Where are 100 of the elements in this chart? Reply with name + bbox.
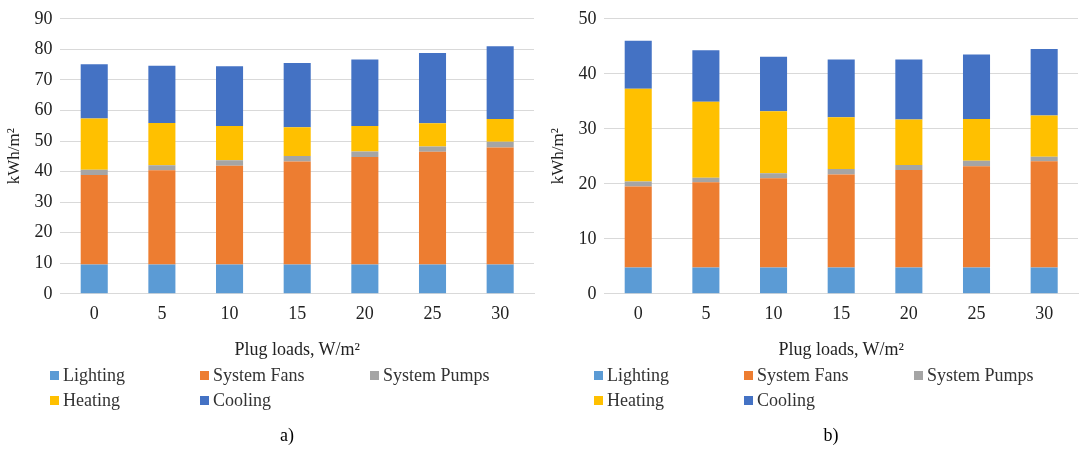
x-tick-label: 25 <box>423 303 442 324</box>
bar <box>1030 49 1058 116</box>
bar <box>80 169 108 175</box>
bar <box>486 119 514 142</box>
bar <box>80 264 108 294</box>
bar <box>827 174 855 268</box>
bar <box>1030 156 1058 162</box>
y-axis-title: kWh/m² <box>3 128 23 185</box>
bar <box>148 264 176 294</box>
bar <box>962 267 991 294</box>
y-tick-label: 90 <box>34 7 53 28</box>
bar <box>283 127 311 156</box>
bar <box>827 267 855 294</box>
bar <box>216 165 244 265</box>
bar <box>624 88 652 182</box>
x-axis-title: Plug loads, W/m² <box>778 338 904 359</box>
bar <box>1030 115 1058 157</box>
x-tick-label: 10 <box>220 303 239 324</box>
bar <box>80 64 108 119</box>
legend-label: Heating <box>607 390 664 411</box>
x-tick-label: 10 <box>764 303 783 324</box>
bar <box>895 59 923 120</box>
x-tick-label: 15 <box>288 303 307 324</box>
bar <box>351 59 379 127</box>
x-tick-label: 0 <box>89 303 99 324</box>
bar <box>351 151 379 157</box>
y-tick-label: 70 <box>34 68 53 89</box>
legend-label: Cooling <box>757 390 816 411</box>
bar <box>692 50 720 102</box>
legend-label: Cooling <box>213 390 272 411</box>
bar <box>418 264 447 294</box>
bar <box>283 63 311 128</box>
x-tick-label: 20 <box>355 303 374 324</box>
bar <box>760 178 788 268</box>
bar <box>760 111 788 174</box>
bar <box>148 122 176 166</box>
bar <box>624 267 652 294</box>
bar <box>692 177 720 183</box>
y-tick-label: 20 <box>34 221 53 242</box>
bar <box>486 46 514 120</box>
bar <box>283 264 311 294</box>
y-tick-label: 30 <box>34 190 53 211</box>
x-axis-title: Plug loads, W/m² <box>234 338 360 359</box>
bar <box>283 161 311 265</box>
bar <box>216 160 244 166</box>
bar <box>1030 161 1058 268</box>
bar <box>148 165 176 171</box>
bar <box>351 126 379 152</box>
bar <box>486 147 514 265</box>
bar <box>760 56 788 112</box>
bar <box>216 126 244 161</box>
y-tick-label: 30 <box>578 117 597 138</box>
x-tick-label: 15 <box>832 303 851 324</box>
bar <box>827 117 855 169</box>
x-tick-label: 30 <box>1035 303 1054 324</box>
text: b) <box>822 425 840 446</box>
x-tick-label: 5 <box>701 303 711 324</box>
bar <box>486 264 514 294</box>
bar <box>895 165 923 171</box>
text: a) <box>279 425 295 446</box>
legend-label: System Pumps <box>927 365 1034 386</box>
bar <box>692 182 720 268</box>
bar <box>895 267 923 294</box>
bar <box>692 267 720 294</box>
x-tick-label: 5 <box>157 303 167 324</box>
y-tick-label: 20 <box>578 172 597 193</box>
legend-label: System Fans <box>213 365 305 386</box>
y-tick-label: 80 <box>34 38 53 59</box>
x-tick-label: 20 <box>899 303 918 324</box>
bar <box>351 156 379 265</box>
x-tick-label: 30 <box>491 303 510 324</box>
legend-label: Heating <box>63 390 120 411</box>
y-tick-label: 10 <box>34 251 53 272</box>
bar <box>216 66 244 127</box>
x-tick-label: 0 <box>633 303 643 324</box>
bar <box>283 155 311 162</box>
legend-label: Lighting <box>607 365 669 386</box>
bar <box>895 119 923 166</box>
y-tick-label: 40 <box>34 160 53 181</box>
bar <box>148 170 176 265</box>
bar <box>962 160 991 167</box>
bar <box>962 118 991 161</box>
y-tick-label: 0 <box>43 282 53 303</box>
y-tick-label: 0 <box>587 282 597 303</box>
legend-label: Lighting <box>63 365 125 386</box>
y-tick-label: 10 <box>578 227 597 248</box>
y-tick-label: 50 <box>34 129 53 150</box>
y-tick-label: 60 <box>34 99 53 120</box>
bar <box>418 123 447 147</box>
y-tick-label: 40 <box>578 62 597 83</box>
bar <box>962 166 991 268</box>
bar <box>418 151 447 265</box>
bar <box>216 264 244 294</box>
y-axis-title: kWh/m² <box>547 128 567 185</box>
bar <box>827 168 855 175</box>
legend-label: System Fans <box>757 365 849 386</box>
bar <box>760 173 788 179</box>
bar <box>692 101 720 178</box>
bar <box>148 65 176 123</box>
bar <box>1030 267 1058 294</box>
